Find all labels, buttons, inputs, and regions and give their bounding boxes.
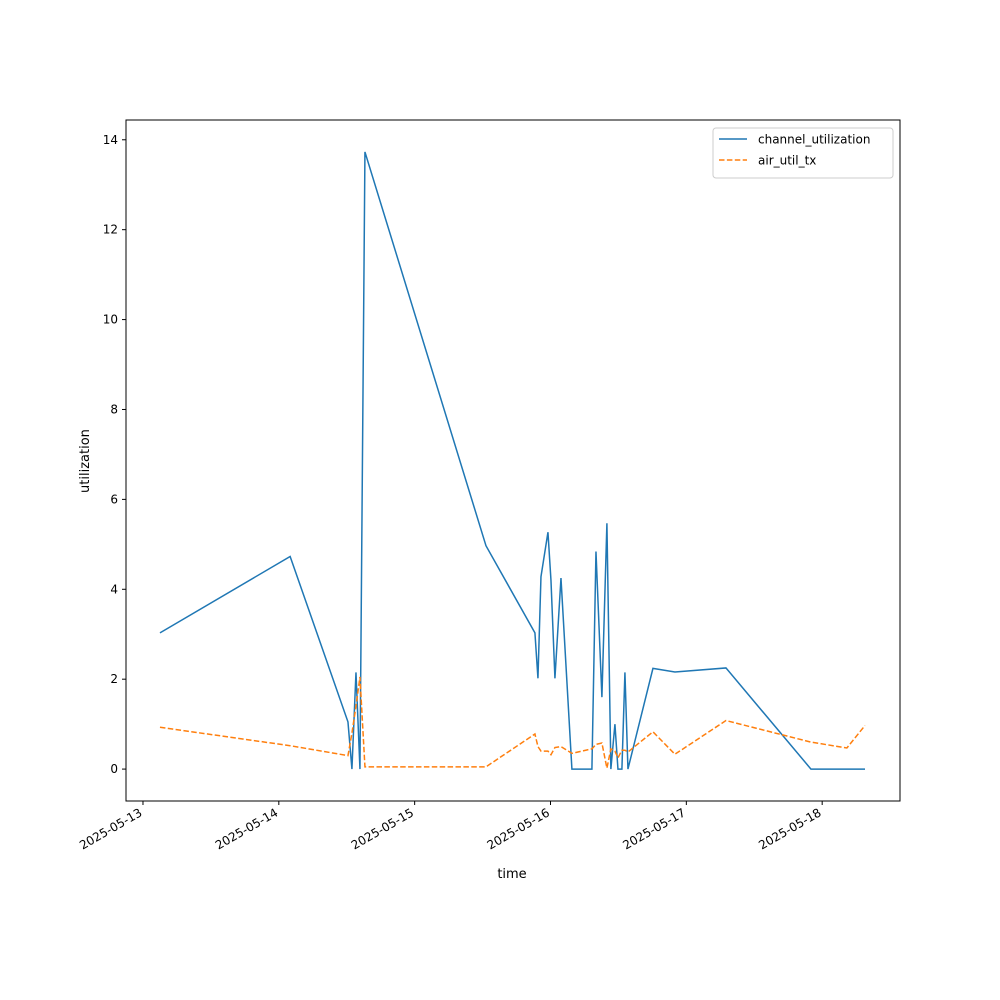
data-line bbox=[159, 151, 865, 770]
x-tick-label: 2025-05-14 bbox=[213, 805, 280, 852]
legend-label: air_util_tx bbox=[758, 154, 816, 168]
x-tick-label: 2025-05-15 bbox=[349, 805, 416, 852]
plot-frame bbox=[125, 119, 901, 802]
x-axis-label: time bbox=[497, 867, 526, 882]
x-tick-label: 2025-05-16 bbox=[485, 805, 552, 852]
y-tick-label: 6 bbox=[110, 492, 118, 506]
y-tick-label: 0 bbox=[110, 762, 118, 776]
x-tick-label: 2025-05-17 bbox=[620, 805, 687, 852]
x-tick-label: 2025-05-13 bbox=[77, 805, 144, 852]
y-tick-label: 14 bbox=[103, 133, 118, 147]
x-tick-label: 2025-05-18 bbox=[756, 805, 823, 852]
data-line bbox=[159, 676, 866, 769]
y-tick-label: 10 bbox=[103, 313, 118, 327]
y-tick-label: 12 bbox=[103, 223, 118, 237]
y-tick-label: 2 bbox=[110, 672, 118, 686]
y-axis-label: utilization bbox=[78, 429, 93, 493]
y-tick-label: 8 bbox=[110, 402, 118, 416]
legend: channel_utilization air_util_tx bbox=[712, 127, 894, 179]
legend-box bbox=[712, 127, 894, 179]
y-tick-label: 4 bbox=[110, 582, 118, 596]
legend-label: channel_utilization bbox=[758, 133, 870, 147]
